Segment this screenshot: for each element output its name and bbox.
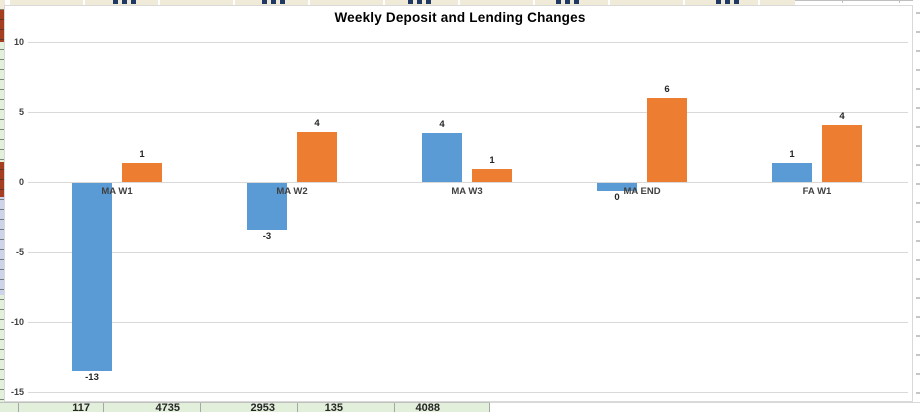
top-row-sliver (10, 0, 795, 5)
cut-off-cell-value: 4735 (155, 402, 180, 412)
row-gridline-dashes (916, 12, 920, 412)
chart-title: Weekly Deposit and Lending Changes (334, 10, 586, 25)
data-label: 4 (314, 118, 320, 129)
left-column-sliver (0, 0, 5, 412)
bar-series-1-blue-ma-w3[interactable] (422, 133, 462, 182)
cut-off-cell-value: 135 (324, 402, 343, 412)
data-label: 1 (139, 149, 145, 160)
bar-series-1-blue-ma-w2[interactable] (247, 183, 287, 230)
gridline (28, 392, 908, 393)
y-axis-tick-label: -10 (10, 317, 24, 327)
category-label: MA W2 (276, 186, 308, 197)
data-label: 0 (614, 192, 620, 203)
y-axis-tick-label: 5 (18, 107, 24, 117)
data-label: 1 (789, 149, 795, 160)
right-column-sliver (913, 0, 920, 412)
column-gridline (297, 403, 298, 412)
bar-series-2-orange-ma-w3[interactable] (472, 169, 512, 182)
column-gridline (200, 403, 201, 412)
y-axis-tick-label: -5 (15, 247, 24, 257)
cut-off-cell-value: 4088 (415, 402, 440, 412)
cut-off-cell-value: 117 (72, 402, 90, 412)
cut-off-cell-text (716, 0, 743, 4)
column-gridline (489, 403, 490, 412)
bar-series-2-orange-fa-w1[interactable] (822, 125, 862, 182)
y-axis-tick-label: 10 (13, 37, 24, 47)
cut-off-cell-value: 2953 (250, 402, 275, 412)
category-label: FA W1 (802, 186, 832, 197)
column-gridline-tick (899, 0, 900, 3)
data-label: -3 (262, 231, 272, 242)
category-label: MA W1 (101, 186, 133, 197)
bar-series-1-blue-ma-w1[interactable] (72, 183, 112, 371)
gridline (28, 252, 908, 253)
cut-off-cell-text (408, 0, 435, 4)
gridline (28, 112, 908, 113)
gridline (28, 42, 908, 43)
column-gridline (18, 403, 19, 412)
gridline (28, 322, 908, 323)
x-axis-line (28, 182, 908, 183)
top-row-gridline (795, 0, 920, 1)
cut-off-cell-text (262, 0, 289, 4)
bar-series-1-blue-fa-w1[interactable] (772, 163, 812, 182)
y-axis-tick-label: -15 (10, 387, 24, 397)
data-label: 1 (489, 155, 495, 166)
bottom-row-empty-cells (490, 402, 920, 412)
row-gridline-dashes (0, 0, 5, 412)
data-label: 4 (839, 111, 845, 122)
column-gridline-tick (842, 0, 843, 3)
cut-off-cell-text (556, 0, 583, 4)
chart[interactable] (4, 5, 913, 402)
bar-series-2-orange-ma-w1[interactable] (122, 163, 162, 182)
bar-series-1-blue-ma-end[interactable] (597, 183, 637, 191)
bottom-row-sliver (0, 402, 490, 412)
cut-off-cell-text (113, 0, 140, 4)
y-axis-tick-label: 0 (18, 177, 24, 187)
data-label: -13 (85, 372, 99, 383)
category-label: MA W3 (451, 186, 483, 197)
column-gridline (394, 403, 395, 412)
category-label: MA END (623, 186, 661, 197)
data-label: 4 (439, 119, 445, 130)
column-gridline (103, 403, 104, 412)
data-label: 6 (664, 84, 670, 95)
bar-series-2-orange-ma-w2[interactable] (297, 132, 337, 182)
bar-series-2-orange-ma-end[interactable] (647, 98, 687, 182)
